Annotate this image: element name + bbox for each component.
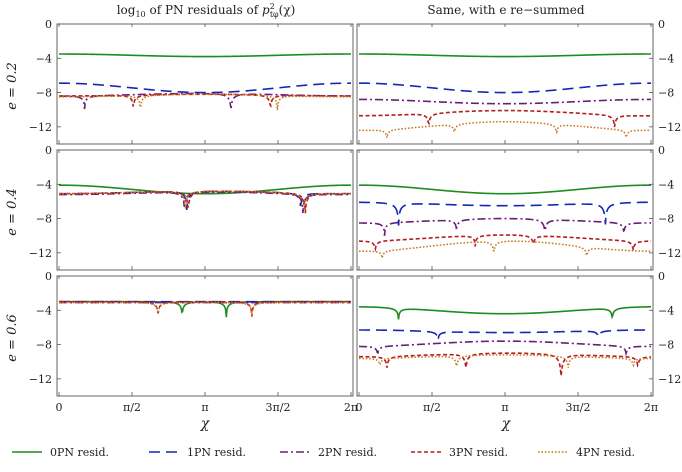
x-tick-label: 2π — [644, 401, 658, 414]
series-line-0pn-resid-r2c0 — [59, 300, 351, 318]
series-line-2pn-resid-r0c0 — [59, 92, 351, 110]
series-line-2pn-resid-r2c1 — [358, 340, 652, 357]
panel-frame — [56, 275, 354, 397]
series-line-0pn-resid-r1c1 — [359, 184, 651, 195]
series-line-1pn-resid-r1c1 — [359, 201, 651, 226]
series-line-4pn-resid-r1c0 — [59, 190, 351, 212]
series-line-0pn-resid-r0c1 — [359, 53, 651, 58]
y-tick-label: −8 — [36, 339, 52, 352]
y-tick-label: 0 — [45, 144, 52, 157]
series-line-4pn-resid-r1c1 — [359, 240, 651, 259]
y-tick-label: 0 — [658, 270, 665, 283]
y-tick-label: 0 — [658, 18, 665, 31]
series-line-2pn-resid-r0c1 — [359, 98, 651, 105]
x-tick-labels: 0 π/2 π 3π/2 2π0 π/2 π 3π/2 2π — [56, 401, 659, 414]
legend-label-4: 4PN resid. — [576, 446, 635, 459]
series-line-0pn-resid-r0c0 — [59, 53, 351, 58]
series-line-3pn-resid-r0c1 — [359, 109, 651, 128]
x-tick-label: 0 — [356, 401, 363, 414]
legend-label-3: 3PN resid. — [449, 446, 508, 459]
panel-frame — [56, 23, 354, 145]
y-tick-label: −8 — [658, 213, 674, 226]
panel-frame — [56, 149, 354, 271]
y-tick-label: −12 — [658, 373, 681, 386]
y-tick-label: 0 — [45, 18, 52, 31]
y-tick-label: −12 — [29, 121, 52, 134]
row-label-2: e = 0.6 — [5, 314, 20, 362]
row-label-0: e = 0.2 — [5, 62, 20, 110]
series-line-1pn-resid-r2c1 — [359, 329, 651, 341]
series-line-4pn-resid-r2c0 — [59, 301, 351, 317]
y-tick-label: −8 — [658, 87, 674, 100]
x-tick-label: π/2 — [423, 401, 441, 414]
y-tick-label: −4 — [36, 178, 52, 191]
series-line-4pn-resid-r0c0 — [59, 93, 351, 111]
y-tick-label: −4 — [658, 178, 674, 191]
series-line-1pn-resid-r0c1 — [359, 82, 651, 94]
y-tick-label: 0 — [658, 144, 665, 157]
series-line-0pn-resid-r2c1 — [359, 306, 651, 320]
x-tick-label: 3π/2 — [266, 401, 291, 414]
panel-r2-c1: 0 −4 −8 −12 — [356, 270, 681, 397]
legend-label-1: 1PN resid. — [187, 446, 246, 459]
right-column-title: Same, with e re−summed — [427, 3, 585, 17]
x-tick-label: π/2 — [123, 401, 141, 414]
x-tick-label: 3π/2 — [566, 401, 591, 414]
panels: 0 −4 −8 −12 0 −4 −8 −12 0 −4 −8 −12 0 −4 −8 −12 0 −4 −8 −12… — [29, 18, 681, 397]
legend-label-2: 2PN resid. — [318, 446, 377, 459]
legend-label-0: 0PN resid. — [50, 446, 109, 459]
panel-frame — [356, 275, 654, 397]
y-tick-label: −8 — [36, 87, 52, 100]
y-tick-label: −4 — [36, 304, 52, 317]
panel-r1-c1: 0 −4 −8 −12 — [356, 144, 681, 271]
y-tick-label: −4 — [36, 52, 52, 65]
series-line-0pn-resid-r1c0 — [59, 184, 351, 195]
y-tick-label: −12 — [658, 121, 681, 134]
series-line-4pn-resid-r2c1 — [358, 354, 652, 368]
series-line-2pn-resid-r1c1 — [358, 217, 652, 236]
y-tick-label: −12 — [29, 247, 52, 260]
x-tick-label: 0 — [56, 401, 63, 414]
series-line-2pn-resid-r1c0 — [59, 191, 351, 214]
y-tick-label: 0 — [45, 270, 52, 283]
series-line-1pn-resid-r0c0 — [59, 82, 351, 94]
y-tick-label: −4 — [658, 304, 674, 317]
panel-r1-c0: 0 −4 −8 −12 — [29, 144, 354, 271]
y-tick-label: −8 — [658, 339, 674, 352]
panel-r0-c0: 0 −4 −8 −12 — [29, 18, 354, 145]
series-line-3pn-resid-r1c1 — [358, 234, 652, 253]
x-tick-label: π — [201, 401, 208, 414]
series-line-3pn-resid-r2c1 — [358, 352, 652, 376]
y-tick-label: −12 — [658, 247, 681, 260]
left-column-title: log10 of PN residuals of p2 tφ(χ) — [117, 2, 296, 19]
y-tick-label: −8 — [36, 213, 52, 226]
x-axis-label-left: χ — [200, 416, 211, 432]
x-tick-label: π — [501, 401, 508, 414]
series-line-4pn-resid-r0c1 — [359, 120, 652, 140]
y-tick-label: −4 — [658, 52, 674, 65]
series-line-3pn-resid-r2c0 — [59, 300, 351, 317]
x-axis-label-right: χ — [501, 416, 512, 432]
panel-r2-c0: 0 −4 −8 −12 — [29, 270, 354, 397]
panel-frame — [356, 23, 654, 145]
panel-r0-c1: 0 −4 −8 −12 — [356, 18, 681, 145]
y-tick-label: −12 — [29, 373, 52, 386]
row-label-1: e = 0.4 — [5, 188, 20, 236]
legend: 0PN resid. 1PN resid. 2PN resid. 3PN resid.… — [12, 446, 635, 459]
x-tick-label: 2π — [344, 401, 358, 414]
series-line-3pn-resid-r0c0 — [59, 93, 351, 108]
